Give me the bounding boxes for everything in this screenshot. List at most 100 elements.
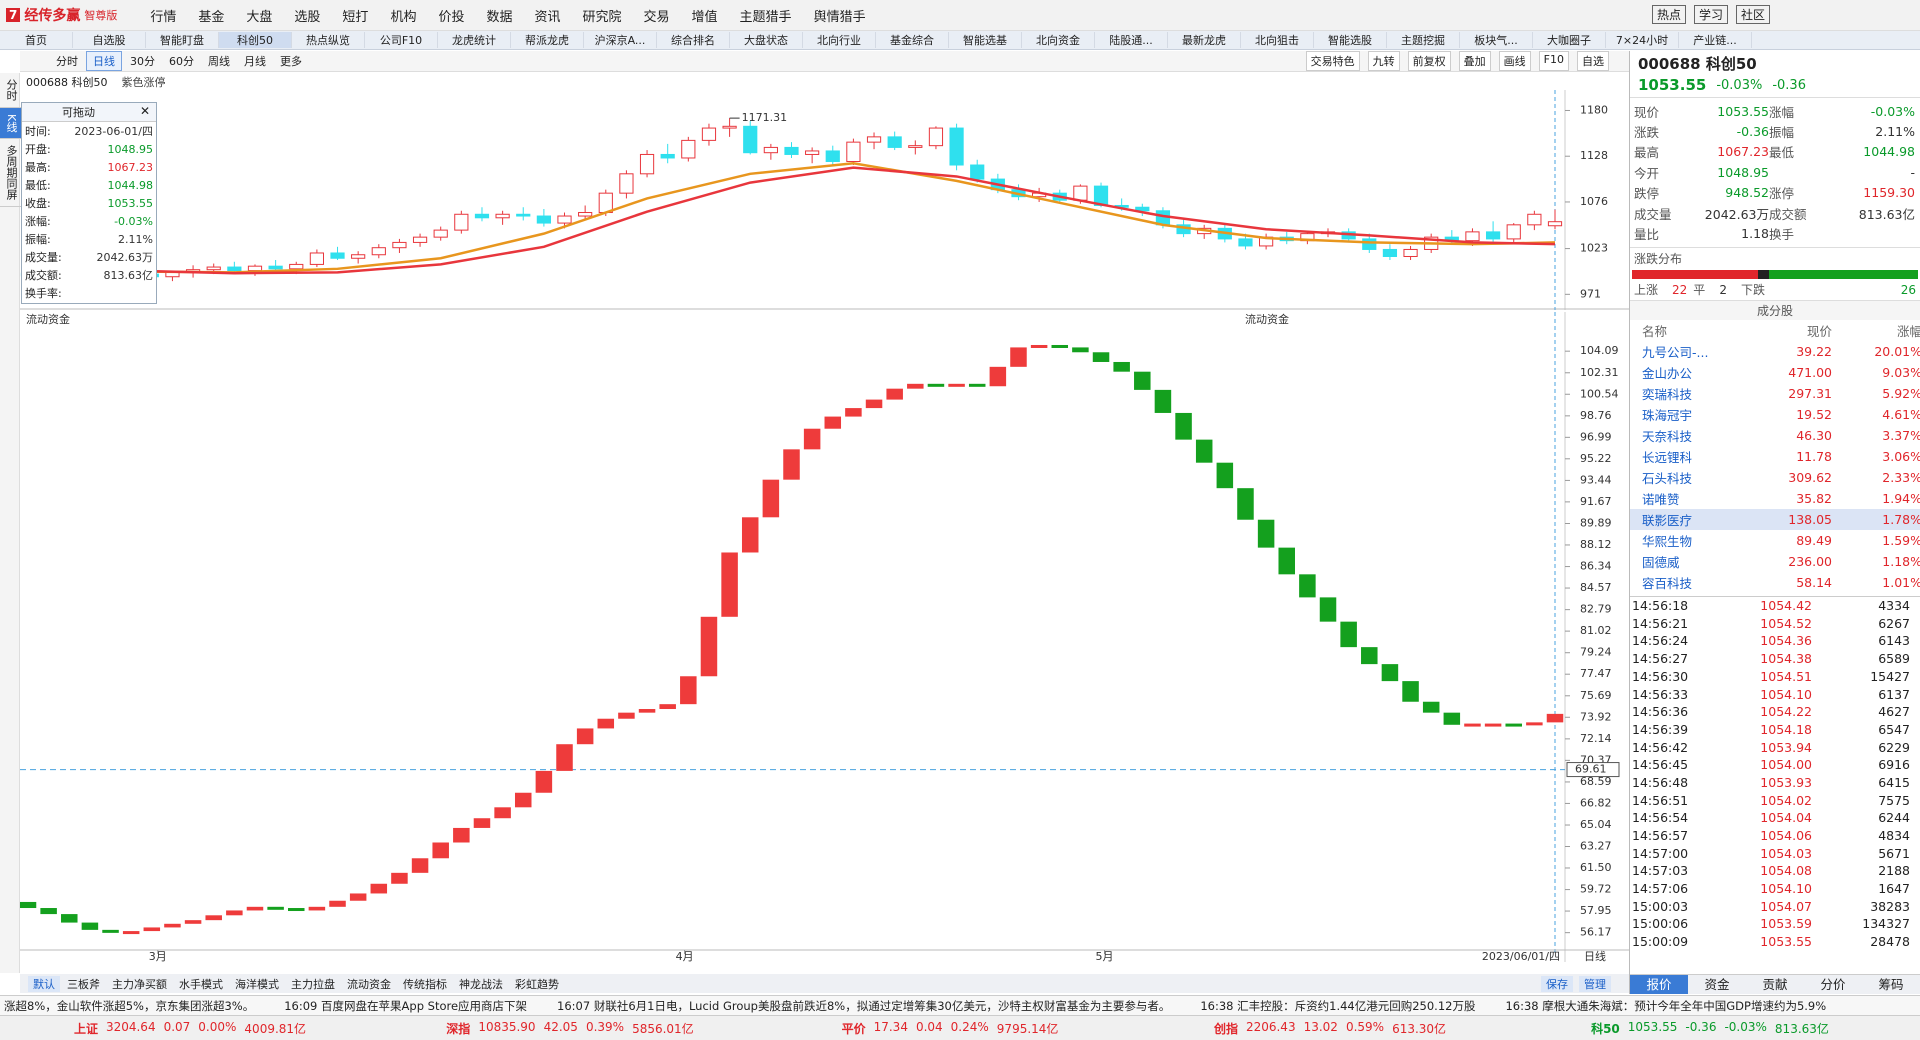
indicator-tab[interactable]: 水手模式: [179, 977, 223, 991]
index-item[interactable]: 创指 2206.43 13.02 0.59% 613.30亿: [1140, 1020, 1520, 1037]
indicator-tab[interactable]: 主力净买额: [112, 977, 167, 991]
panel-tab[interactable]: 报价: [1630, 975, 1688, 994]
menu-item[interactable]: 舆情猎手: [813, 9, 866, 25]
period-button[interactable]: 分时: [56, 55, 78, 68]
menu-item[interactable]: 增值: [691, 9, 718, 25]
menu-item[interactable]: 资讯: [534, 9, 561, 25]
tab[interactable]: 热点纵览: [292, 32, 365, 48]
menu-item[interactable]: 选股: [294, 9, 321, 25]
menu-item[interactable]: 机构: [390, 9, 417, 25]
tab[interactable]: 最新龙虎: [1168, 32, 1241, 48]
constituent-row[interactable]: 华熙生物 89.49 1.59%: [1630, 530, 1920, 551]
constituent-row[interactable]: 固德威 236.00 1.18%: [1630, 551, 1920, 572]
indicator-tab[interactable]: 传统指标: [403, 977, 447, 991]
tab[interactable]: 智能盯盘: [146, 32, 219, 48]
tab[interactable]: 北向资金: [1022, 32, 1095, 48]
toolbar-button[interactable]: 画线: [1498, 51, 1531, 71]
toolbar-button[interactable]: F10: [1538, 51, 1569, 71]
panel-tab[interactable]: 资金: [1704, 977, 1730, 992]
constituent-row[interactable]: 诺唯赞 35.82 1.94%: [1630, 488, 1920, 509]
period-button[interactable]: 日线: [86, 51, 122, 71]
panel-tab[interactable]: 分价: [1820, 977, 1846, 992]
data-popup[interactable]: 可拖动 ✕ 时间: 2023-06-01/四 开盘: 1048.95 最高: 1067.23 最…: [21, 102, 157, 304]
tab[interactable]: 龙虎统计: [438, 32, 511, 48]
tab[interactable]: 北向狙击: [1241, 32, 1314, 48]
period-button[interactable]: 30分: [130, 55, 155, 68]
toolbar-button[interactable]: 九转: [1367, 51, 1400, 71]
panel-tab[interactable]: 贡献: [1762, 977, 1788, 992]
period-button[interactable]: 更多: [280, 55, 302, 68]
tab[interactable]: 首页: [0, 32, 73, 48]
tab[interactable]: 公司F10: [365, 32, 438, 48]
menu-item[interactable]: 数据: [486, 9, 513, 25]
menu-item[interactable]: 短打: [342, 9, 369, 25]
indicator-tab[interactable]: 海洋模式: [235, 977, 279, 991]
tab[interactable]: 大咖圈子: [1533, 32, 1606, 48]
constituent-row[interactable]: 联影医疗 138.05 1.78%: [1630, 508, 1920, 530]
toolbar-button[interactable]: 自选: [1577, 51, 1609, 71]
index-item[interactable]: 科50 1053.55 -0.36 -0.03% 813.63亿: [1520, 1020, 1900, 1037]
toolbar-button[interactable]: 前复权: [1407, 51, 1451, 71]
index-item[interactable]: 平价 17.34 0.04 0.24% 9795.14亿: [760, 1020, 1140, 1037]
constituent-row[interactable]: 金山办公 471.00 9.03%: [1630, 362, 1920, 383]
constituent-row[interactable]: 石头科技 309.62 2.33%: [1630, 467, 1920, 488]
index-item[interactable]: 上证 3204.64 0.07 0.00% 4009.81亿: [0, 1020, 380, 1037]
tab[interactable]: 沪深京A...: [584, 32, 657, 48]
indicator-tab[interactable]: 彩虹趋势: [515, 977, 559, 991]
index-item[interactable]: 深指 10835.90 42.05 0.39% 5856.01亿: [380, 1020, 760, 1037]
tab[interactable]: 主题挖掘: [1387, 32, 1460, 48]
constituent-row[interactable]: 九号公司-... 39.22 20.01%: [1630, 341, 1920, 362]
tab[interactable]: 帮派龙虎: [511, 32, 584, 48]
tab[interactable]: 科创50: [219, 32, 292, 48]
constituent-row[interactable]: 长远锂科 11.78 3.06%: [1630, 446, 1920, 467]
indicator-tab[interactable]: 神龙战法: [459, 977, 503, 991]
period-button[interactable]: 60分: [169, 55, 194, 68]
menu-item[interactable]: 主题猎手: [739, 9, 792, 25]
tab[interactable]: 智能选股: [1314, 32, 1387, 48]
top-button[interactable]: 学习: [1693, 5, 1728, 24]
toolbar-button[interactable]: 交易特色: [1305, 51, 1360, 71]
tab[interactable]: 7×24小时: [1606, 32, 1679, 48]
tab[interactable]: 陆股通...: [1095, 32, 1168, 48]
indicator-tab[interactable]: 主力拉盘: [291, 977, 335, 991]
tab[interactable]: 智能选基: [949, 32, 1022, 48]
tab[interactable]: 基金综合: [876, 32, 949, 48]
tab[interactable]: 大盘状态: [730, 32, 803, 48]
chart-option[interactable]: 紫色涨停: [121, 76, 166, 89]
indicator-button[interactable]: 管理: [1579, 975, 1611, 992]
menu-item[interactable]: 基金: [198, 9, 225, 25]
side-tab[interactable]: K线: [0, 108, 22, 140]
tab[interactable]: 综合排名: [657, 32, 730, 48]
popup-close[interactable]: ✕: [139, 104, 150, 118]
constituent-row[interactable]: 奕瑞科技 297.31 5.92%: [1630, 383, 1920, 404]
toolbar-button[interactable]: 叠加: [1458, 51, 1491, 71]
tab[interactable]: 自选股: [73, 32, 146, 48]
tab[interactable]: 北向行业: [803, 32, 876, 48]
menu-item[interactable]: 大盘: [246, 9, 273, 25]
top-button[interactable]: 社区: [1735, 5, 1770, 24]
news-item[interactable]: 16:09 百度网盘在苹果App Store应用商店下架: [284, 998, 528, 1013]
side-tab[interactable]: 分时: [0, 73, 22, 108]
news-item[interactable]: 涨超8%，金山软件涨超5%，京东集团涨超3%。: [4, 998, 255, 1013]
constituent-row[interactable]: 容百科技 58.14 1.01%: [1630, 572, 1920, 593]
indicator-tab[interactable]: 三板斧: [67, 977, 100, 991]
menu-item[interactable]: 价投: [438, 9, 465, 25]
news-item[interactable]: 16:07 财联社6月1日电，Lucid Group美股盘前跌近8%，拟通过定增…: [557, 998, 1171, 1013]
top-button[interactable]: 热点: [1651, 5, 1686, 24]
news-item[interactable]: 16:38 摩根大通朱海斌：预计今年全年中国GDP增速约为5.9%: [1505, 998, 1827, 1013]
panel-tab[interactable]: 筹码: [1878, 977, 1904, 992]
news-item[interactable]: 16:38 汇丰控股：斥资约1.44亿港元回购250.12万股: [1200, 998, 1476, 1013]
indicator-button[interactable]: 保存: [1541, 975, 1573, 992]
constituent-row[interactable]: 珠海冠宇 19.52 4.61%: [1630, 404, 1920, 425]
tab[interactable]: 板块气...: [1460, 32, 1533, 48]
constituent-row[interactable]: 天奈科技 46.30 3.37%: [1630, 425, 1920, 446]
side-tab[interactable]: 多周期同屏: [0, 139, 22, 208]
menu-item[interactable]: 行情: [150, 9, 177, 25]
menu-item[interactable]: 研究院: [582, 9, 622, 25]
indicator-tab[interactable]: 默认: [28, 975, 60, 992]
menu-item[interactable]: 交易: [643, 9, 670, 25]
indicator-tab[interactable]: 流动资金: [347, 977, 391, 991]
tab[interactable]: 产业链...: [1679, 32, 1752, 48]
period-button[interactable]: 周线: [208, 55, 230, 68]
period-button[interactable]: 月线: [244, 55, 266, 68]
